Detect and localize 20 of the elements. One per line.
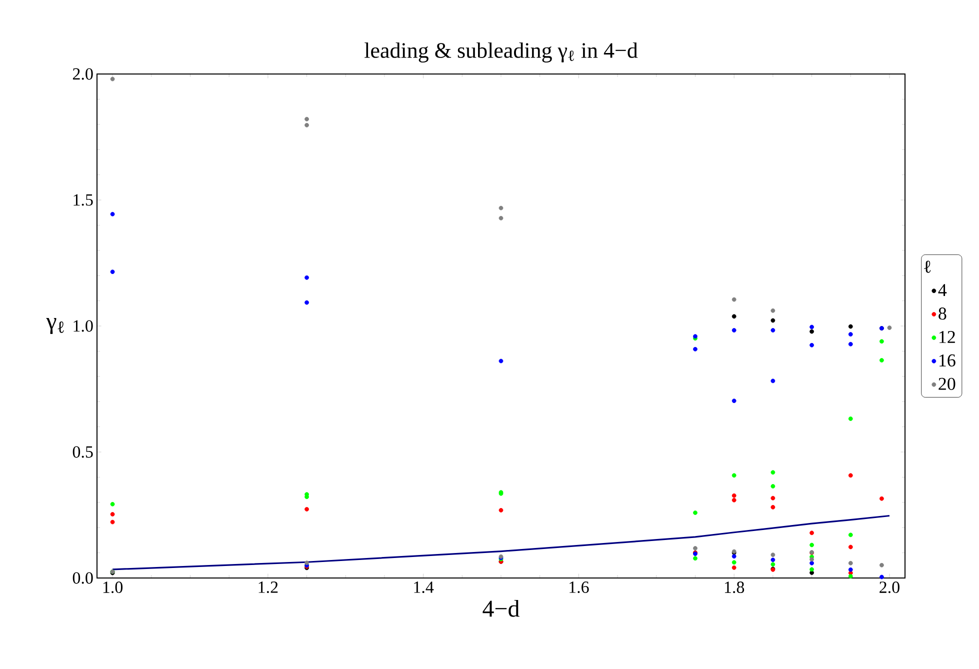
- y-tick-label: 1.5: [74, 194, 93, 206]
- legend-label: 16: [939, 354, 956, 366]
- y-tick-label: 1.0: [74, 320, 93, 332]
- legend-label: 4: [938, 284, 947, 296]
- x-tick-label: 1.4: [414, 582, 434, 593]
- y-axis-title: γ$_{ℓ}$: [46, 318, 64, 334]
- x-tick-label: 2.0: [880, 582, 900, 594]
- x-tick-label: 1.8: [724, 582, 744, 594]
- x-tick-label: 1.0: [103, 582, 123, 594]
- x-tick-label: 1.6: [570, 582, 589, 594]
- y-tick-label: 0.0: [72, 572, 93, 584]
- chart-title: leading & subleading γ$_{ℓ}$ in 4−d: [364, 42, 638, 62]
- y-tick-label: 2.0: [72, 68, 93, 80]
- legend-label: 8: [938, 308, 946, 320]
- x-tick-label: 1.2: [258, 582, 278, 594]
- x-axis-title: 4−d: [482, 600, 520, 617]
- y-tick-label: 0.5: [72, 446, 93, 458]
- legend-label: 12: [939, 330, 955, 343]
- legend-title: ℓ: [924, 260, 931, 273]
- legend-label: 20: [938, 378, 956, 390]
